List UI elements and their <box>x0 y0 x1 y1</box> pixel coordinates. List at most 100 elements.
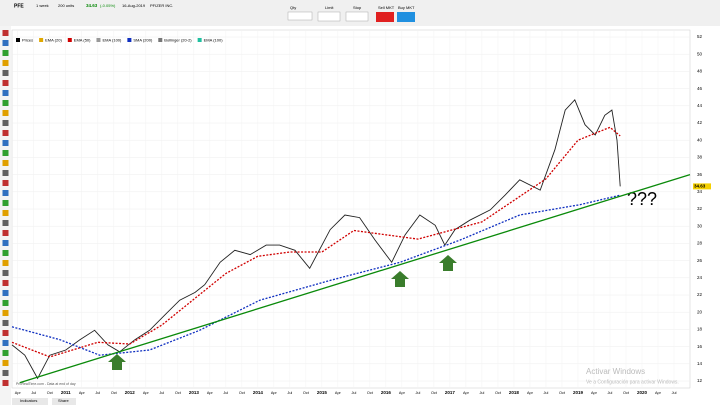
annotation: ??? <box>627 189 657 209</box>
tool-icon[interactable] <box>2 60 9 66</box>
y-tick-label: 32 <box>697 206 703 211</box>
y-tick-label: 12 <box>697 378 703 383</box>
buy-button[interactable] <box>397 12 415 22</box>
stop-input[interactable] <box>345 11 369 22</box>
x-tick-label: 2019 <box>573 390 584 395</box>
legend-label: EMA (50) <box>74 38 91 43</box>
tool-icon[interactable] <box>2 270 9 276</box>
y-tick-label: 16 <box>697 344 703 349</box>
tool-icon[interactable] <box>2 220 9 226</box>
legend-label: Bollinger (20-2) <box>164 38 192 43</box>
legend-label: EMA (100) <box>204 38 224 43</box>
tool-icon[interactable] <box>2 40 9 46</box>
y-tick-label: 20 <box>697 309 703 314</box>
series-line <box>11 194 621 356</box>
tool-icon[interactable] <box>2 80 9 86</box>
legend-swatch <box>127 38 132 42</box>
tool-icon[interactable] <box>2 300 9 306</box>
tool-icon[interactable] <box>2 120 9 126</box>
tool-icon[interactable] <box>2 140 9 146</box>
tool-icon[interactable] <box>2 240 9 246</box>
legend-swatch <box>197 38 202 42</box>
x-tick-label: Apr <box>271 391 278 395</box>
sell-button[interactable] <box>376 12 394 22</box>
y-tick-label: 26 <box>697 258 703 263</box>
x-tick-label: 2018 <box>509 390 520 395</box>
x-tick-label: Oct <box>559 391 566 395</box>
units[interactable]: 200 units <box>58 3 74 8</box>
arrow-icon <box>108 354 126 370</box>
tool-icon[interactable] <box>2 360 9 366</box>
x-tick-label: 2016 <box>381 390 392 395</box>
tool-icon[interactable] <box>2 250 9 256</box>
tool-icon[interactable] <box>2 210 9 216</box>
period[interactable]: 1 week <box>36 3 49 8</box>
chart-note: ProRealTime.com - Data at end of day <box>16 382 76 386</box>
x-tick-label: Apr <box>463 391 470 395</box>
date: 16-Aug-2019 <box>122 3 146 8</box>
share-label: Share <box>58 398 69 403</box>
symbol[interactable]: PFE <box>14 3 24 9</box>
tool-icon[interactable] <box>2 110 9 116</box>
tool-icon[interactable] <box>2 150 9 156</box>
tool-icon[interactable] <box>2 90 9 96</box>
price: 34.63 <box>86 3 98 8</box>
y-tick-label: 44 <box>697 103 703 108</box>
last-price-box <box>693 183 711 190</box>
x-tick-label: Apr <box>527 391 534 395</box>
y-tick-label: 24 <box>697 275 703 280</box>
tool-icon[interactable] <box>2 350 9 356</box>
series-line <box>19 173 691 384</box>
tool-icon[interactable] <box>2 30 9 36</box>
watermark-text: Ve a Configuración para activar Windows. <box>586 379 679 385</box>
x-tick-label: 2012 <box>125 390 136 395</box>
tool-icon[interactable] <box>2 170 9 176</box>
x-tick-label: Oct <box>431 391 438 395</box>
tool-icon[interactable] <box>2 290 9 296</box>
limit-input[interactable] <box>317 11 341 22</box>
tool-icon[interactable] <box>2 130 9 136</box>
x-tick-label: Oct <box>175 391 182 395</box>
legend-label: Prices <box>22 38 33 43</box>
y-tick-label: 42 <box>697 120 703 125</box>
x-tick-label: Oct <box>47 391 54 395</box>
tool-icon[interactable] <box>2 190 9 196</box>
buy-label: Buy MKT <box>398 5 415 10</box>
tool-icon[interactable] <box>2 200 9 206</box>
tool-icon[interactable] <box>2 230 9 236</box>
tool-icon[interactable] <box>2 340 9 346</box>
indicators-button[interactable] <box>12 398 48 405</box>
x-tick-label: Apr <box>399 391 406 395</box>
x-tick-label: 2015 <box>317 390 328 395</box>
x-tick-label: 2014 <box>253 390 264 395</box>
x-tick-label: 2013 <box>189 390 200 395</box>
legend-label: EMA (20) <box>45 38 62 43</box>
y-tick-label: 34 <box>697 189 703 194</box>
y-tick-label: 52 <box>697 34 703 39</box>
tool-icon[interactable] <box>2 180 9 186</box>
share-button[interactable] <box>52 398 76 405</box>
company: PFIZER INC. <box>150 3 173 8</box>
tool-icon[interactable] <box>2 330 9 336</box>
tool-icon[interactable] <box>2 100 9 106</box>
tool-icon[interactable] <box>2 70 9 76</box>
change: (-0.05%) <box>100 3 116 8</box>
tool-icon[interactable] <box>2 310 9 316</box>
legend-swatch <box>158 38 163 42</box>
tool-icon[interactable] <box>2 160 9 166</box>
x-tick-label: Jul <box>95 391 100 395</box>
tool-icon[interactable] <box>2 280 9 286</box>
tool-icon[interactable] <box>2 320 9 326</box>
x-tick-label: Apr <box>207 391 214 395</box>
y-tick-label: 46 <box>697 86 703 91</box>
legend-swatch <box>67 38 72 42</box>
tool-icon[interactable] <box>2 50 9 56</box>
x-tick-label: Jul <box>223 391 228 395</box>
sell-label: Sell MKT <box>378 5 395 10</box>
qty-input[interactable] <box>287 11 313 21</box>
tool-icon[interactable] <box>2 260 9 266</box>
x-tick-label: Jul <box>479 391 484 395</box>
tool-icon[interactable] <box>2 370 9 376</box>
tool-icon[interactable] <box>2 380 9 386</box>
